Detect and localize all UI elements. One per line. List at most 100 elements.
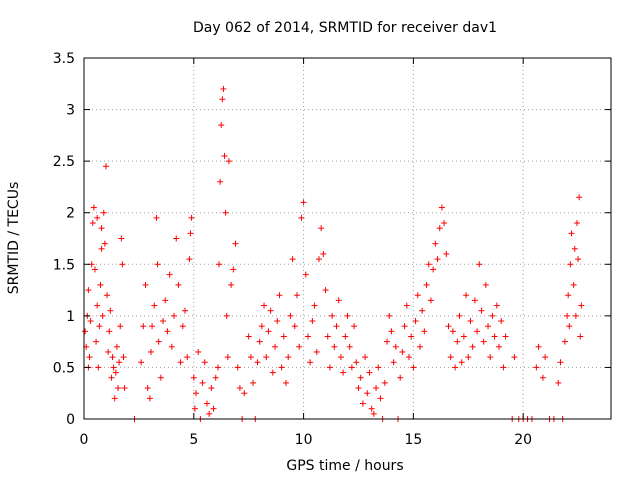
data-point-marker: [399, 348, 406, 355]
data-point-marker: [191, 405, 198, 412]
data-point-marker: [224, 354, 231, 361]
data-point-marker: [113, 343, 120, 350]
data-point-marker: [500, 364, 507, 371]
data-point-marker: [85, 287, 92, 294]
data-point-marker: [366, 369, 373, 376]
data-point-marker: [208, 385, 215, 392]
x-tick-label: 20: [514, 432, 532, 448]
data-point-marker: [157, 374, 164, 381]
data-point-marker: [276, 292, 283, 299]
data-point-marker: [201, 359, 208, 366]
data-point-marker: [302, 271, 309, 278]
data-point-marker: [397, 374, 404, 381]
data-point-marker: [87, 318, 94, 325]
data-point-marker: [108, 374, 115, 381]
data-point-marker: [351, 323, 358, 330]
data-point-marker: [283, 379, 290, 386]
data-point-marker: [557, 359, 564, 366]
data-point-marker: [416, 343, 423, 350]
data-point-marker: [287, 312, 294, 319]
data-point-marker: [111, 395, 118, 402]
data-point-marker: [216, 261, 223, 268]
data-point-marker: [326, 364, 333, 371]
data-point-marker: [187, 230, 194, 237]
data-points: [82, 85, 585, 422]
data-point-marker: [454, 338, 461, 345]
data-point-marker: [419, 307, 426, 314]
data-point-marker: [561, 338, 568, 345]
data-point-marker: [147, 348, 154, 355]
data-point-marker: [188, 214, 195, 221]
data-point-marker: [218, 122, 225, 129]
data-point-marker: [304, 333, 311, 340]
data-point-marker: [401, 323, 408, 330]
data-point-marker: [353, 359, 360, 366]
data-point-marker: [458, 359, 465, 366]
data-point-marker: [578, 302, 585, 309]
data-point-marker: [370, 410, 377, 417]
data-point-marker: [105, 348, 112, 355]
data-point-marker: [427, 297, 434, 304]
data-point-marker: [362, 354, 369, 361]
data-point-marker: [177, 359, 184, 366]
data-point-marker: [498, 318, 505, 325]
data-point-marker: [232, 240, 239, 247]
data-point-marker: [487, 354, 494, 361]
data-point-marker: [247, 354, 254, 361]
data-point-marker: [199, 379, 206, 386]
data-point-marker: [182, 307, 189, 314]
data-point-marker: [186, 256, 193, 263]
data-point-marker: [335, 297, 342, 304]
data-point-marker: [573, 220, 580, 227]
data-point-marker: [107, 307, 114, 314]
data-point-marker: [340, 369, 347, 376]
data-point-marker: [432, 240, 439, 247]
data-point-marker: [278, 364, 285, 371]
data-point-marker: [434, 256, 441, 263]
data-point-marker: [485, 323, 492, 330]
data-point-marker: [384, 338, 391, 345]
data-point-marker: [480, 338, 487, 345]
data-point-marker: [175, 281, 182, 288]
data-point-marker: [258, 323, 265, 330]
data-point-marker: [496, 343, 503, 350]
data-point-marker: [533, 364, 540, 371]
data-point-marker: [149, 323, 156, 330]
data-point-marker: [307, 359, 314, 366]
data-point-marker: [261, 302, 268, 309]
data-point-marker: [342, 333, 349, 340]
data-point-marker: [82, 328, 89, 335]
data-point-marker: [478, 307, 485, 314]
data-point-marker: [436, 225, 443, 232]
y-axis-label: SRMTID / TECUs: [6, 182, 22, 295]
y-tick-label: 2: [66, 206, 75, 222]
data-point-marker: [254, 359, 261, 366]
data-point-marker: [463, 292, 470, 299]
data-point-marker: [364, 390, 371, 397]
data-point-marker: [388, 328, 395, 335]
data-point-marker: [190, 374, 197, 381]
data-point-marker: [318, 225, 325, 232]
data-point-marker: [96, 323, 103, 330]
data-point-marker: [138, 359, 145, 366]
data-point-marker: [115, 385, 122, 392]
data-point-marker: [377, 395, 384, 402]
data-point-marker: [423, 281, 430, 288]
data-point-marker: [98, 225, 105, 232]
data-point-marker: [357, 374, 364, 381]
data-point-marker: [256, 338, 263, 345]
y-tick-label: 0.5: [53, 360, 75, 376]
data-point-marker: [355, 385, 362, 392]
data-point-marker: [465, 354, 472, 361]
data-point-marker: [230, 266, 237, 273]
y-tick-label: 3: [66, 103, 75, 119]
data-point-marker: [572, 312, 579, 319]
data-point-marker: [236, 385, 243, 392]
data-point-marker: [348, 364, 355, 371]
data-point-marker: [210, 405, 217, 412]
data-point-marker: [99, 312, 106, 319]
data-point-marker: [368, 405, 375, 412]
data-point-marker: [106, 328, 113, 335]
data-point-marker: [300, 199, 307, 206]
